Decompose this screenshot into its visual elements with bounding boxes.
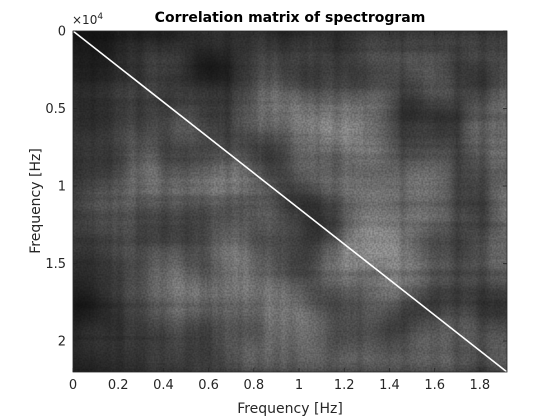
y-tick-label: 2: [58, 335, 66, 350]
x-tick-label: 1.4: [379, 378, 400, 393]
y-axis-exponent-power: 4: [97, 12, 103, 22]
chart-title: Correlation matrix of spectrogram: [155, 10, 426, 26]
x-tick-label: 0.4: [153, 378, 174, 393]
x-tick-label: 1.6: [424, 378, 445, 393]
x-axis-label: Frequency [Hz]: [237, 401, 343, 417]
x-tick-label: 1.8: [470, 378, 491, 393]
x-tick-label: 0.8: [243, 378, 264, 393]
diagonal-line: [73, 31, 507, 372]
y-tick-label: 1: [58, 180, 66, 195]
x-tick-label: 0.2: [108, 378, 129, 393]
y-axis-exponent-base: ×10: [72, 13, 97, 27]
plot-frame: [72, 30, 508, 373]
y-axis-label: Frequency [Hz]: [28, 148, 44, 254]
y-tick-label: 0.5: [45, 102, 66, 117]
x-tick-label: 1: [295, 378, 303, 393]
y-axis: 0 0.5 1 1.5 2: [45, 25, 507, 350]
x-tick-label: 0: [69, 378, 77, 393]
y-axis-exponent: ×104: [72, 12, 103, 27]
heatmap-image: [73, 31, 507, 372]
y-tick-label: 1.5: [45, 257, 66, 272]
x-tick-label: 1.2: [334, 378, 355, 393]
y-tick-label: 0: [58, 25, 66, 40]
x-tick-label: 0.6: [198, 378, 219, 393]
x-axis: 0 0.2 0.4 0.6 0.8 1 1.2 1.4 1.6 1.8: [69, 31, 490, 393]
